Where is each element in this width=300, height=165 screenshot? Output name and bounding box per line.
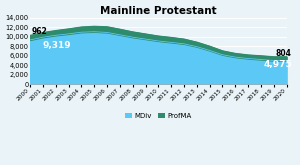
Text: 4,975: 4,975 — [263, 60, 292, 69]
Text: 962: 962 — [32, 27, 47, 36]
Legend: MDiv, ProfMA: MDiv, ProfMA — [122, 110, 194, 122]
Text: 9,319: 9,319 — [43, 41, 71, 50]
Title: Mainline Protestant: Mainline Protestant — [100, 6, 217, 16]
Text: 804: 804 — [275, 49, 291, 58]
